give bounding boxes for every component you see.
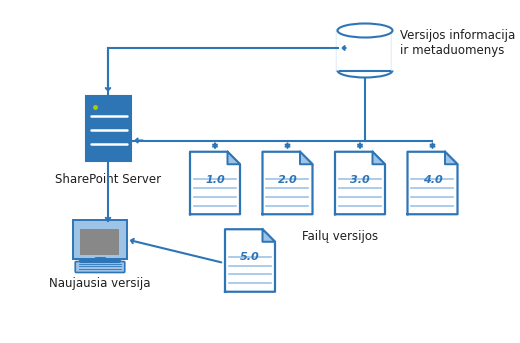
Polygon shape	[445, 152, 458, 164]
Polygon shape	[335, 152, 385, 214]
Bar	[81, 228, 120, 255]
Polygon shape	[225, 229, 275, 292]
Bar	[337, 31, 393, 71]
Polygon shape	[263, 229, 275, 242]
Text: Naujausia versija: Naujausia versija	[49, 276, 151, 289]
Text: 5.0: 5.0	[240, 252, 260, 262]
Polygon shape	[408, 152, 458, 214]
Polygon shape	[300, 152, 313, 164]
FancyBboxPatch shape	[75, 261, 125, 272]
Text: Failų versijos: Failų versijos	[302, 230, 378, 243]
Text: 3.0: 3.0	[350, 175, 370, 185]
Text: 2.0: 2.0	[278, 175, 297, 185]
Bar	[85, 95, 131, 161]
Text: Versijos informacija
ir metaduomenys: Versijos informacija ir metaduomenys	[400, 29, 515, 57]
FancyBboxPatch shape	[73, 220, 126, 259]
Polygon shape	[227, 152, 240, 164]
Text: 4.0: 4.0	[423, 175, 443, 185]
Text: 1.0: 1.0	[205, 175, 225, 185]
Polygon shape	[372, 152, 385, 164]
Polygon shape	[263, 152, 313, 214]
Ellipse shape	[337, 24, 393, 37]
Polygon shape	[190, 152, 240, 214]
Text: SharePoint Server: SharePoint Server	[55, 173, 161, 186]
